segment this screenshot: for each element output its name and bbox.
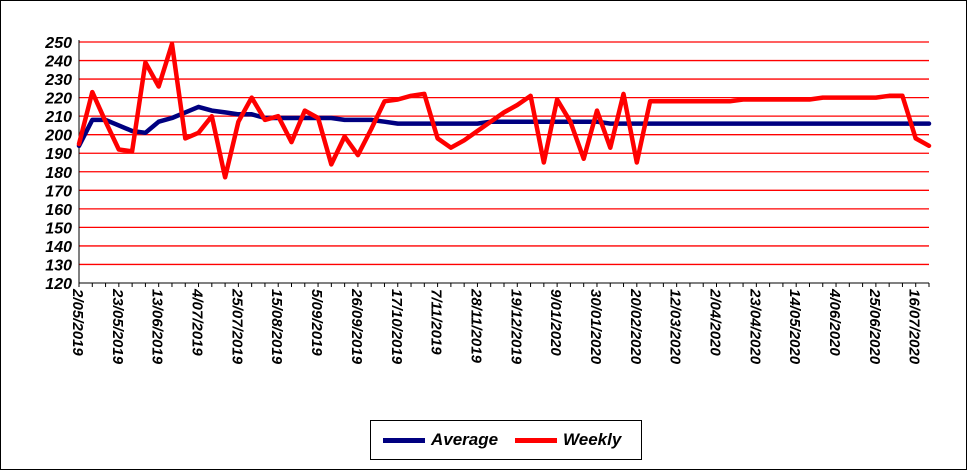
- x-tick-label: 26/09/2019: [348, 288, 365, 365]
- y-tick-label: 140: [45, 239, 72, 256]
- x-tick-label: 19/12/2019: [507, 289, 524, 365]
- x-tick-label: 20/02/2020: [627, 288, 644, 365]
- x-tick-label: 28/11/2019: [467, 288, 484, 364]
- x-tick-label: 2/04/2020: [707, 288, 724, 356]
- legend-label-weekly: Weekly: [563, 430, 622, 449]
- x-tick-label: 5/09/2019: [308, 289, 325, 356]
- x-tick-label: 12/03/2020: [667, 289, 684, 365]
- x-tick-label: 4/06/2020: [826, 288, 843, 356]
- y-tick-label: 240: [44, 54, 72, 71]
- y-tick-label: 170: [45, 183, 72, 200]
- legend-swatch-average: [383, 437, 425, 443]
- x-tick-label: 14/05/2020: [786, 289, 803, 365]
- x-tick-label: 23/05/2019: [109, 288, 126, 365]
- y-tick-label: 130: [45, 257, 72, 274]
- legend-label-average: Average: [431, 430, 499, 449]
- x-tick-label: 4/07/2019: [189, 288, 206, 356]
- x-tick-label: 30/01/2020: [587, 289, 604, 365]
- legend-item-average: Average: [383, 430, 498, 450]
- y-tick-label: 250: [44, 35, 72, 52]
- x-tick-label: 25/07/2019: [228, 288, 245, 365]
- x-tick-label: 16/07/2020: [906, 289, 923, 365]
- y-tick-label: 190: [45, 146, 72, 163]
- y-tick-label: 230: [44, 72, 72, 89]
- x-tick-label: 25/06/2020: [866, 288, 883, 365]
- y-tick-label: 180: [45, 165, 72, 182]
- legend-swatch-weekly: [515, 437, 557, 443]
- y-tick-label: 200: [44, 128, 72, 145]
- y-tick-label: 120: [45, 276, 72, 293]
- x-tick-label: 2/05/2019: [69, 288, 86, 356]
- legend: Average Weekly: [370, 420, 642, 460]
- y-tick-label: 160: [45, 202, 72, 219]
- x-tick-label: 9/01/2020: [547, 289, 564, 356]
- x-tick-label: 7/11/2019: [428, 289, 445, 355]
- y-tick-label: 150: [45, 220, 72, 237]
- x-tick-label: 23/04/2020: [746, 288, 763, 365]
- legend-item-weekly: Weekly: [515, 430, 621, 450]
- y-tick-label: 220: [44, 91, 72, 108]
- series-line-average: [76, 104, 932, 149]
- x-tick-label: 15/08/2019: [268, 289, 285, 365]
- x-tick-label: 13/06/2019: [149, 289, 166, 365]
- x-tick-label: 17/10/2019: [388, 289, 405, 365]
- series-line-weekly: [76, 41, 932, 180]
- y-tick-label: 210: [44, 109, 72, 126]
